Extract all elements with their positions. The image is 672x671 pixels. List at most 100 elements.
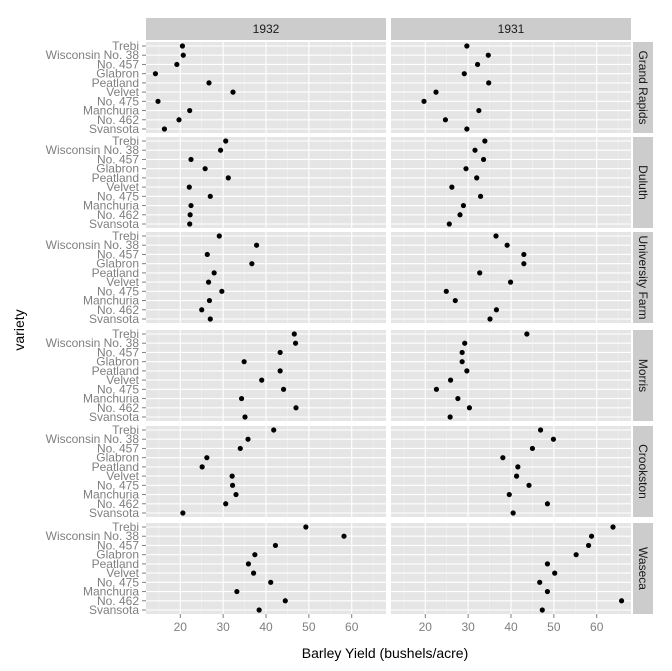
data-point [207,193,213,199]
x-tick-label: 60 [345,620,359,634]
data-point [225,175,231,181]
y-tick-label: Svansota [89,312,139,326]
y-tick-label: Trebi [112,327,139,341]
y-tick-label: Manchuria [83,104,139,118]
site-strip: Duluth [633,137,653,228]
strip-background [633,137,653,228]
x-tick-label: 40 [259,620,273,634]
data-point [187,212,193,218]
x-tick-label: 50 [547,620,561,634]
y-tick-label: Velvet [106,373,139,387]
data-point [250,570,257,576]
y-tick-label: Glabron [96,67,139,81]
y-tick-label: Glabron [96,257,139,271]
y-tick-label: No. 475 [97,94,139,108]
data-point [188,156,194,163]
data-point [252,552,258,558]
data-point [277,368,283,374]
data-point [204,455,210,461]
data-point [233,491,239,498]
y-tick-label: Wisconsin No. 38 [46,336,140,350]
y-tick-label: No. 475 [97,382,139,396]
x-axis-ticks: 20 30 40 50 60 20 30 40 50 60 [174,614,604,634]
y-tick-label: Wisconsin No. 38 [46,143,140,157]
x-axis-title: Barley Yield (bushels/acre) [302,645,469,661]
y-tick-label: No. 457 [97,345,139,359]
y-tick-label: Wisconsin No. 38 [46,48,140,62]
data-point [272,542,279,549]
y-tick-label: No. 462 [97,113,139,127]
data-point [513,473,520,479]
x-tick-label: 30 [461,620,475,634]
data-point [206,80,212,86]
data-point [506,491,512,498]
data-point [217,147,224,153]
data-point [464,126,470,132]
data-point [474,175,480,181]
data-point [462,340,468,346]
site-strip: Morris [633,330,653,421]
data-point [447,414,453,420]
facet-panel [146,330,386,421]
y-tick-label: Manchuria [83,199,139,213]
data-point [504,242,510,248]
x-tick-label: 20 [174,620,188,634]
x-tick-label: 60 [590,620,604,634]
data-point [472,147,478,153]
data-point [277,349,283,356]
data-point [219,288,225,294]
data-point [249,261,255,267]
facet-panel [146,426,386,517]
data-point [174,61,180,68]
data-point [457,212,463,218]
strip-background [633,426,653,517]
data-point [618,598,625,604]
data-point [610,524,616,530]
data-point [421,98,427,104]
y-tick-label: Svansota [89,217,139,231]
y-tick-label: No. 457 [97,57,139,71]
y-tick-label: Trebi [112,39,139,53]
facet-panel [146,42,386,133]
data-point [493,307,500,313]
x-tick-label: 40 [504,620,518,634]
data-point [292,340,299,346]
x-tick-label: 20 [419,620,433,634]
data-point [500,455,506,461]
data-point [537,427,544,433]
strip-background [391,18,631,40]
data-point [187,221,193,227]
data-point [464,43,470,49]
panels-layer [146,42,631,614]
facet-panel [391,330,631,421]
data-point [449,184,455,190]
data-point [237,445,243,452]
y-tick-label: Svansota [89,603,139,617]
data-point [229,482,236,488]
y-tick-label: Peatland [92,557,139,571]
site-strip-label: Crookston [636,444,650,499]
y-tick-label: No. 457 [97,441,139,455]
data-point [268,579,274,585]
y-tick-label: Peatland [92,171,139,185]
y-tick-label: Wisconsin No. 38 [46,238,140,252]
y-tick-label: No. 462 [97,497,139,511]
data-point [241,359,247,365]
facet-strips: Grand Rapids Duluth University Farm Morris C… [146,18,653,614]
data-point [477,193,484,199]
facet-panel [391,426,631,517]
y-tick-label: Velvet [106,469,139,483]
y-axis-title: variety [11,309,27,350]
data-point [464,368,470,374]
data-point [461,71,467,77]
y-tick-label: No. 462 [97,594,139,608]
y-tick-label: No. 457 [97,247,139,261]
data-point [282,598,288,604]
y-tick-label: Glabron [96,162,139,176]
data-point [433,386,440,392]
y-tick-label: Peatland [92,76,139,90]
data-point [463,166,469,172]
y-tick-label: Trebi [112,229,139,243]
data-point [446,221,452,227]
year-strip: 1932 [146,18,386,40]
